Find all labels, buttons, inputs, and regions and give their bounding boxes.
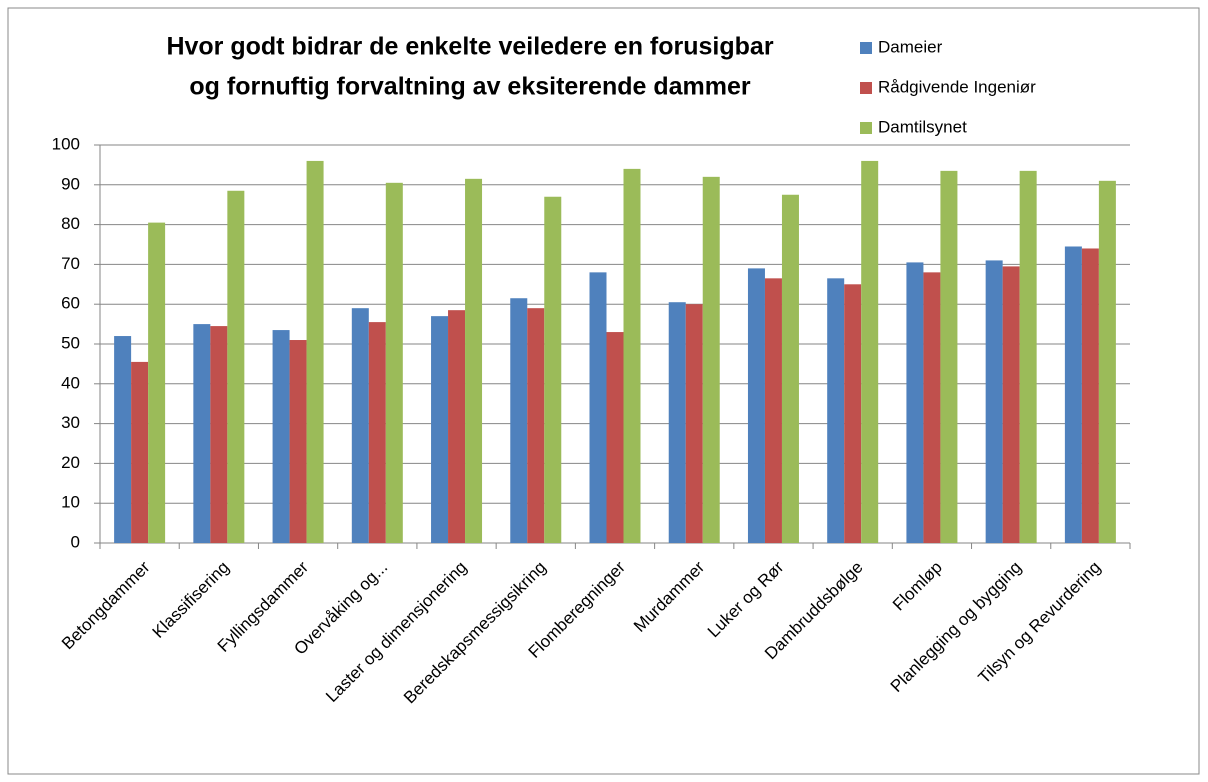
y-tick-label: 20 bbox=[61, 453, 80, 472]
bar bbox=[289, 340, 307, 543]
bar bbox=[923, 272, 941, 543]
bar bbox=[827, 278, 845, 543]
bar bbox=[1064, 246, 1082, 544]
bar bbox=[510, 298, 528, 543]
bar bbox=[148, 222, 166, 544]
y-tick-label: 100 bbox=[52, 134, 80, 153]
bar bbox=[306, 160, 324, 544]
y-tick-label: 30 bbox=[61, 413, 80, 432]
bar bbox=[272, 330, 290, 543]
bar bbox=[764, 278, 782, 543]
bar bbox=[589, 272, 607, 543]
bar bbox=[906, 262, 924, 543]
y-tick-label: 80 bbox=[61, 214, 80, 233]
legend-swatch bbox=[860, 42, 872, 54]
bar bbox=[1081, 248, 1099, 544]
bar bbox=[368, 322, 386, 543]
bar bbox=[448, 310, 466, 543]
bar bbox=[668, 302, 686, 543]
bar bbox=[351, 308, 369, 543]
bar bbox=[702, 176, 720, 543]
bar bbox=[1019, 170, 1037, 543]
y-tick-label: 90 bbox=[61, 174, 80, 193]
bar bbox=[131, 361, 149, 543]
bar bbox=[985, 260, 1003, 543]
bar bbox=[431, 316, 449, 543]
legend-swatch bbox=[860, 122, 872, 134]
bar bbox=[623, 168, 641, 543]
bar bbox=[114, 336, 132, 543]
bar bbox=[606, 332, 624, 543]
legend-label: Damtilsynet bbox=[878, 117, 967, 136]
bar bbox=[1098, 180, 1116, 543]
bar bbox=[685, 304, 703, 543]
y-tick-label: 50 bbox=[61, 333, 80, 352]
bar bbox=[940, 170, 958, 543]
bar bbox=[385, 182, 403, 543]
legend-swatch bbox=[860, 82, 872, 94]
bar bbox=[544, 196, 562, 544]
legend-label: Dameier bbox=[878, 37, 943, 56]
y-tick-label: 0 bbox=[71, 532, 80, 551]
bar bbox=[465, 178, 483, 543]
legend-label: Rådgivende Ingeniør bbox=[878, 77, 1036, 96]
bar bbox=[193, 324, 211, 543]
y-tick-label: 10 bbox=[61, 493, 80, 512]
chart-title: og fornuftig forvaltning av eksiterende … bbox=[189, 73, 750, 101]
bar bbox=[747, 268, 765, 543]
bar bbox=[527, 308, 545, 543]
bar bbox=[861, 160, 879, 544]
y-tick-label: 40 bbox=[61, 373, 80, 392]
bar bbox=[844, 284, 862, 543]
bar bbox=[1002, 266, 1020, 543]
y-tick-label: 60 bbox=[61, 294, 80, 313]
bar bbox=[210, 326, 228, 543]
bar bbox=[227, 190, 245, 543]
y-tick-label: 70 bbox=[61, 254, 80, 273]
chart-title: Hvor godt bidrar de enkelte veiledere en… bbox=[166, 33, 773, 61]
bar bbox=[781, 194, 799, 543]
